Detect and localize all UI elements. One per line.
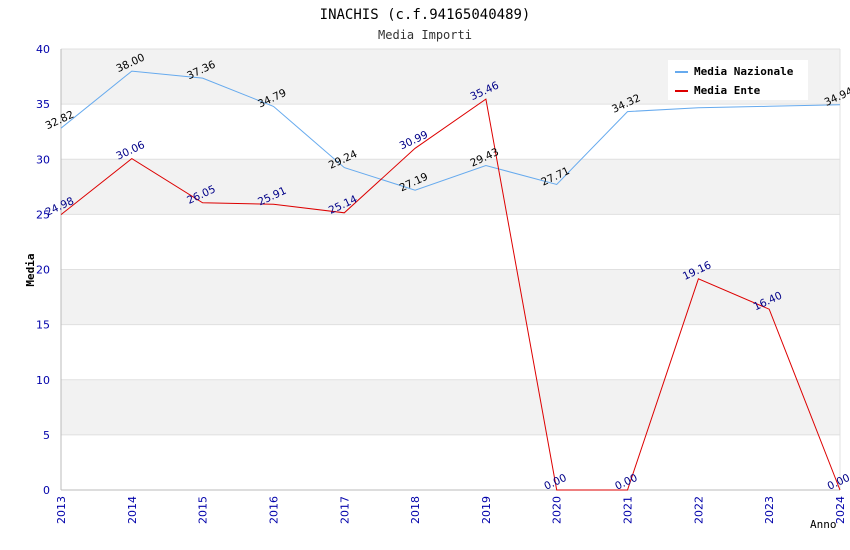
- legend-box: [668, 60, 808, 100]
- grid-band: [61, 159, 840, 215]
- x-tick-label: 2018: [409, 496, 422, 524]
- grid-band: [61, 269, 840, 325]
- y-tick-label: 35: [36, 98, 50, 111]
- y-tick-label: 10: [36, 374, 50, 387]
- y-tick-labels: 0 5 10 15 20 25 30 35 40: [36, 43, 50, 497]
- x-tick-label: 2014: [126, 496, 139, 524]
- y-tick-label: 25: [36, 208, 50, 221]
- grid-band: [61, 379, 840, 435]
- y-tick-label: 5: [43, 429, 50, 442]
- x-tick-label: 2016: [267, 496, 280, 524]
- y-tick-label: 40: [36, 43, 50, 56]
- x-tick-label: 2017: [338, 496, 351, 524]
- x-tick-labels: 2013 2014 2015 2016 2017 2018 2019 2020 2021 2022…: [55, 496, 847, 524]
- x-tick-label: 2015: [197, 496, 210, 524]
- legend-label-media-nazionale: Media Nazionale: [694, 65, 794, 78]
- grid-bands: [61, 49, 840, 435]
- legend: Media Nazionale Media Ente: [668, 60, 808, 100]
- x-tick-label: 2024: [834, 496, 847, 524]
- series-line-media-ente: [60, 98, 841, 491]
- series-line-media-nazionale: [60, 70, 841, 191]
- x-tick-label: 2019: [480, 496, 493, 524]
- data-label: 32.82: [44, 109, 76, 133]
- y-tick-label: 15: [36, 319, 50, 332]
- x-tick-label: 2013: [55, 496, 68, 524]
- legend-label-media-ente: Media Ente: [694, 84, 761, 97]
- x-tick-label: 2020: [551, 496, 564, 524]
- x-tick-label: 2021: [622, 496, 635, 524]
- data-label: 24.98: [44, 195, 76, 219]
- axes: [60, 49, 841, 491]
- x-tick-label: 2022: [692, 496, 705, 524]
- chart-title: INACHIS (c.f.94165040489): [320, 7, 531, 23]
- x-tick-label: 2023: [763, 496, 776, 524]
- x-axis-label: Anno: [810, 518, 837, 531]
- y-tick-label: 30: [36, 153, 50, 166]
- y-axis-label: Media: [24, 253, 37, 286]
- series-lines: [60, 70, 841, 491]
- y-tick-label: 20: [36, 264, 50, 277]
- y-tick-label: 0: [43, 484, 50, 497]
- chart-subtitle: Media Importi: [378, 28, 472, 42]
